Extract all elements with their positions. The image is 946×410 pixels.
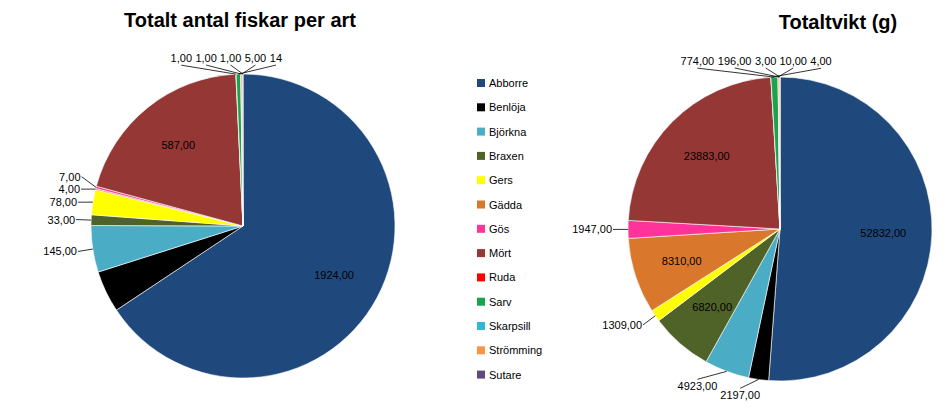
legend-label: Björkna <box>489 126 527 138</box>
pie-slice: Skarpsill <box>778 77 780 229</box>
data-label: 3,00 <box>755 55 776 67</box>
legend-label: Gers <box>489 174 513 186</box>
pie-chart: Totaltvikt (g) AbborreBenlöjaBjörknaBraxe… <box>572 11 932 401</box>
pie-slice: Strömming <box>241 74 243 226</box>
leader-line <box>78 202 93 203</box>
leader-line <box>242 65 256 74</box>
data-label: 1,00 <box>171 52 192 64</box>
legend-label: Skarpsill <box>489 320 531 332</box>
leader-line <box>82 177 96 188</box>
legend-label: Sarv <box>489 296 512 308</box>
pie-slice: Abborre <box>769 77 932 381</box>
leader-line <box>735 68 779 77</box>
legend-label: Gös <box>489 223 510 235</box>
chart-canvas: Totalt antal fiskar per art Abborre Benlöj… <box>0 0 946 410</box>
legend-label: Braxen <box>489 150 524 162</box>
data-label: 1309,00 <box>602 319 642 331</box>
leader-line <box>206 65 241 74</box>
legend-label: Benlöja <box>489 101 527 113</box>
data-label: 196,00 <box>718 55 752 67</box>
leader-line <box>76 219 91 221</box>
data-label: 1947,00 <box>572 223 612 235</box>
pie-slice: Gädda <box>628 229 780 311</box>
chart-title: Totaltvikt (g) <box>779 11 898 33</box>
pie-slice: Sutare <box>242 74 243 226</box>
leader-line <box>766 68 780 77</box>
leader-line <box>181 65 236 74</box>
data-label: 587,00 <box>161 139 195 151</box>
legend-swatch <box>477 371 485 379</box>
legend-swatch <box>477 152 485 160</box>
legend-label: Strömming <box>489 344 542 356</box>
slices: AbborreBenlöjaBjörknaBraxenGersGäddaGösM… <box>628 77 932 381</box>
leader-line <box>81 189 96 190</box>
leader-line <box>238 65 276 74</box>
leader-line <box>613 229 628 230</box>
legend-swatch <box>477 79 485 87</box>
leader-line <box>697 68 774 77</box>
legend-swatch <box>477 225 485 233</box>
data-label: 4,00 <box>810 55 831 67</box>
data-label: 1,00 <box>220 52 241 64</box>
data-label: 1,00 <box>195 52 216 64</box>
pie-slice: Sarv <box>236 74 243 226</box>
legend-swatch <box>477 346 485 354</box>
pie-slice: Strömming <box>778 77 780 229</box>
data-label: 5,00 <box>245 52 266 64</box>
data-label: 52832,00 <box>860 227 906 239</box>
legend-label: Ruda <box>489 271 516 283</box>
legend-swatch <box>477 249 485 257</box>
leader-line <box>643 316 655 325</box>
legend-swatch <box>477 201 485 209</box>
pie-slice: Ruda <box>771 77 780 229</box>
data-label: 33,00 <box>48 214 76 226</box>
leader-line <box>78 249 93 251</box>
legend-swatch <box>477 176 485 184</box>
data-labels: 52832,00 2197,004923,00 6820,00 1309,00 8310… <box>572 55 906 401</box>
legend-label: Mört <box>489 247 511 259</box>
data-label: 1924,00 <box>314 269 354 281</box>
data-label: 774,00 <box>681 55 715 67</box>
pie-slice: Mört <box>628 77 780 229</box>
legend-swatch <box>477 273 485 281</box>
slices: AbborreBenlöjaBjörknaBraxenGersGäddaGösM… <box>91 74 395 378</box>
pie-slice: Ruda <box>236 74 243 226</box>
data-label: 23883,00 <box>684 150 730 162</box>
data-label: 78,00 <box>50 196 78 208</box>
legend-label: Gädda <box>489 199 523 211</box>
legend-swatch <box>477 103 485 111</box>
pie-slice: Mört <box>96 74 243 226</box>
leader-line <box>778 68 793 77</box>
legend-swatch <box>477 298 485 306</box>
leader-line <box>231 65 243 74</box>
data-label: 7,00 <box>59 171 80 183</box>
data-labels: 1924,00145,0033,0078,004,007,00587,001,0… <box>43 52 354 281</box>
legend-swatch <box>477 128 485 136</box>
legend-swatch <box>477 322 485 330</box>
data-label: 10,00 <box>779 55 807 67</box>
leader-line <box>697 371 726 379</box>
legend-label: Sutare <box>489 369 521 381</box>
leader-line <box>740 379 758 388</box>
legend-label: Abborre <box>489 77 528 89</box>
data-label: 4,00 <box>59 183 80 195</box>
data-label: 2197,00 <box>720 389 760 401</box>
data-label: 8310,00 <box>662 255 702 267</box>
pie-slice: Björkna <box>91 226 243 273</box>
chart-title: Totalt antal fiskar per art <box>124 9 356 31</box>
pie-chart: Totalt antal fiskar per art AbborreBenlöj… <box>43 9 395 378</box>
data-label: 14 <box>270 52 282 64</box>
pie-slice: Sarv <box>771 77 780 229</box>
pie-slice: Skarpsill <box>241 74 243 226</box>
data-label: 145,00 <box>43 245 77 257</box>
data-label: 6820,00 <box>692 301 732 313</box>
pie-slice: Sutare <box>779 77 780 229</box>
data-label: 4923,00 <box>678 380 718 392</box>
legend: Abborre Benlöja Björkna Braxen Gers Gädda Gös M… <box>477 77 542 381</box>
